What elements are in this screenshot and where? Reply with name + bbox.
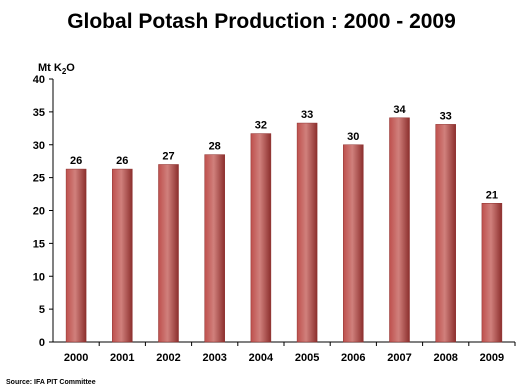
unit-prefix: Mt K: [38, 62, 62, 74]
y-tick-label: 20: [33, 206, 45, 218]
data-label-2000: 26: [70, 155, 82, 167]
bar-2007: [389, 117, 410, 343]
x-tick-label-2008: 2008: [433, 352, 457, 364]
x-tick-label-2003: 2003: [202, 352, 226, 364]
source-note: Source: IFA PIT Committee: [6, 379, 96, 386]
x-tick-label-2007: 2007: [387, 352, 411, 364]
bar-2005: [296, 122, 318, 343]
x-tick-label-2000: 2000: [64, 352, 88, 364]
bar-2008: [435, 124, 456, 343]
data-label-2001: 26: [116, 155, 128, 167]
y-tick-label: 35: [33, 107, 45, 119]
chart-title: Global Potash Production : 2000 - 2009: [67, 10, 456, 33]
data-label-2009: 21: [486, 189, 498, 201]
data-label-2003: 28: [209, 141, 221, 153]
y-tick-label: 25: [33, 173, 45, 185]
bar-2000: [65, 168, 87, 343]
data-label-2002: 27: [162, 150, 174, 162]
y-tick-label: 15: [33, 238, 45, 250]
unit-suffix: O: [66, 62, 75, 74]
x-tick-label-2006: 2006: [341, 352, 365, 364]
y-tick-label: 0: [39, 337, 45, 349]
bar-2002: [158, 164, 179, 343]
bar-2006: [343, 144, 364, 343]
data-label-2005: 33: [301, 109, 313, 121]
y-tick-label: 40: [33, 74, 45, 86]
x-tick-label-2001: 2001: [110, 352, 134, 364]
bars: 26 26 27 28 32 33 30 34 33 21: [65, 104, 503, 343]
data-label-2006: 30: [347, 131, 359, 143]
bar-2004: [250, 133, 272, 343]
unit-subscript: 2: [61, 67, 67, 77]
bar-2003: [204, 154, 225, 343]
y-tick-label: 10: [33, 271, 45, 283]
x-tick-label-2005: 2005: [295, 352, 319, 364]
y-tick-label: 30: [33, 140, 45, 152]
bar-2009: [481, 203, 503, 343]
y-tick-label: 5: [39, 304, 45, 316]
bar-2001: [112, 168, 133, 343]
x-tick-label-2002: 2002: [156, 352, 180, 364]
data-label-2004: 32: [255, 120, 267, 132]
x-tick-label-2004: 2004: [249, 352, 274, 364]
x-tick-label-2009: 2009: [480, 352, 504, 364]
data-label-2007: 34: [393, 104, 406, 116]
data-label-2008: 33: [440, 110, 452, 122]
y-axis-unit-label: Mt K2O: [38, 62, 75, 76]
